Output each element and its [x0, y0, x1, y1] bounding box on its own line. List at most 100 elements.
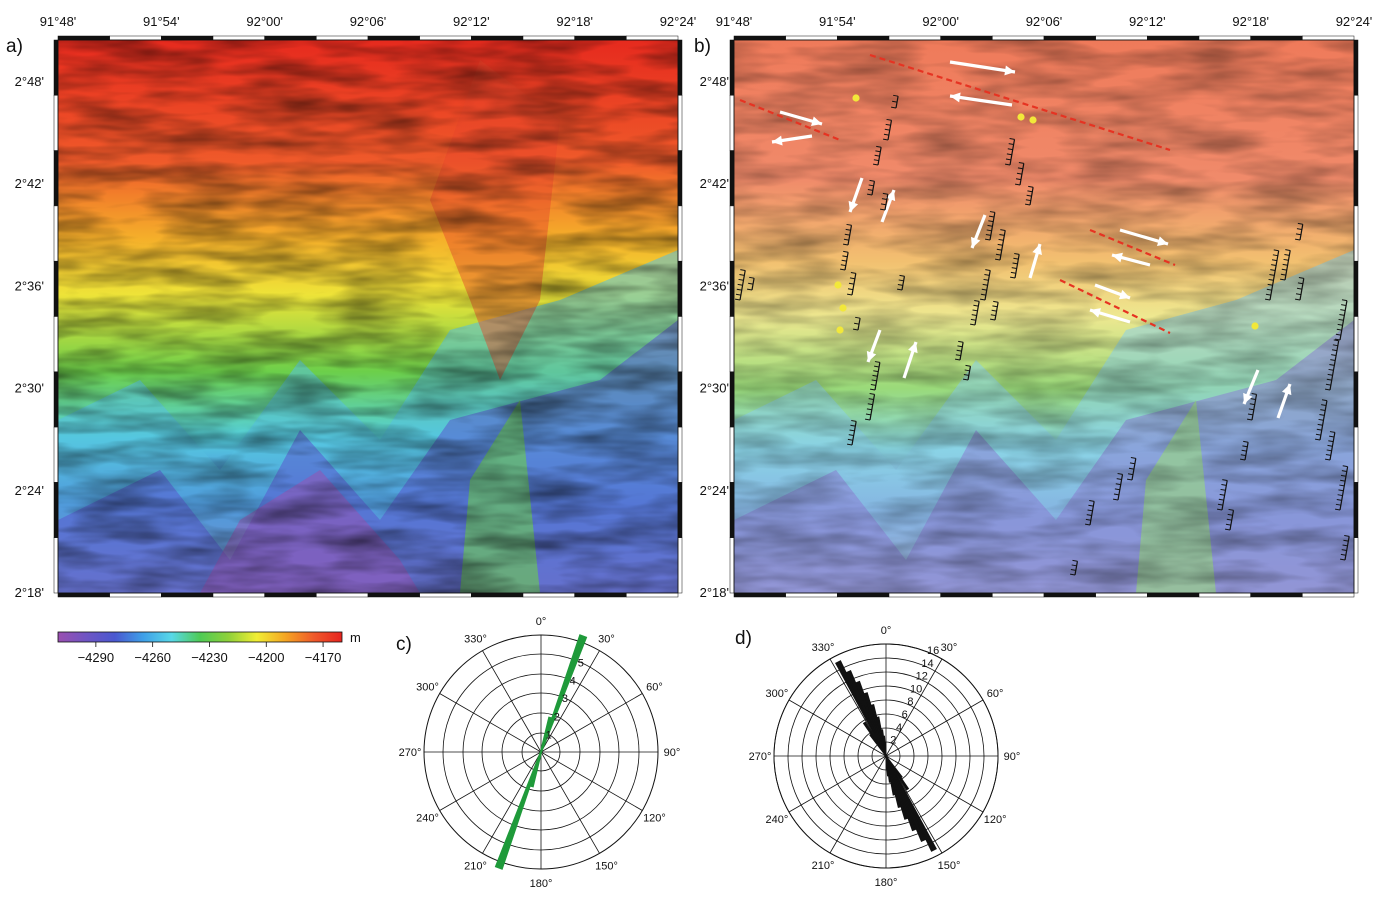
frame-segment — [161, 35, 214, 41]
lat-tick-labels-a: 2°48' 2°42' 2°36' 2°30' 2°24' 2°18' — [15, 74, 44, 600]
normal-fault-scarp — [866, 179, 876, 196]
normal-fault-scarp — [1279, 249, 1291, 281]
rose-angle-label: 120° — [643, 813, 666, 825]
normal-fault-scarp — [734, 269, 746, 301]
slip-arrow — [1119, 228, 1169, 246]
frame-segment — [837, 592, 890, 598]
frame-segment — [1353, 537, 1359, 594]
lat-tick-label: 2°30' — [700, 381, 729, 396]
frame-segment — [419, 35, 472, 41]
rose-angle-label: 30° — [941, 642, 958, 654]
frame-segment — [1353, 316, 1359, 373]
frame-segment — [888, 592, 941, 598]
frame-segment — [471, 592, 524, 598]
frame-segment — [1147, 592, 1200, 598]
normal-fault-scarp — [879, 192, 889, 211]
rose-radial-label: 4 — [896, 722, 902, 734]
rose-spoke — [788, 755, 887, 813]
frame-segment — [992, 35, 1045, 41]
lat-tick-label: 2°36' — [15, 278, 44, 293]
lat-tick-label: 2°24' — [15, 483, 44, 498]
frame-segment — [677, 316, 683, 373]
frame-segment — [729, 95, 735, 151]
frame-segment — [1353, 95, 1359, 151]
normal-fault-scarp — [1004, 138, 1016, 166]
normal-fault-scarp — [1294, 276, 1305, 301]
rose-bin — [869, 733, 887, 757]
normal-fault-scarp — [872, 145, 882, 166]
slip-arrow — [1111, 252, 1151, 267]
frame-segment — [1095, 592, 1148, 598]
frame-segment — [161, 592, 214, 598]
bathymetry-map-a — [58, 40, 678, 593]
frame-segment — [1095, 35, 1148, 41]
frame-segment — [1353, 260, 1359, 317]
lon-tick-labels-a: 91°48' 91°54' 92°00' 92°06' 92°12' 92°18' 92°2… — [40, 14, 697, 29]
lon-tick-labels-b: 91°48' 91°54' 92°00' 92°06' 92°12' 92°18' 92°2… — [716, 14, 1373, 29]
lat-tick-label: 2°42' — [700, 176, 729, 191]
frame-segment — [729, 371, 735, 428]
normal-fault-scarp — [979, 269, 991, 301]
frame-segment — [212, 592, 265, 598]
epicenter-dot — [836, 326, 844, 334]
rose-radial-label: 1 — [546, 730, 552, 742]
normal-fault-scarp — [1246, 393, 1258, 421]
slip-arrow — [848, 177, 864, 213]
frame-segment — [53, 150, 59, 207]
normal-fault-scarp — [994, 229, 1006, 261]
frame-segment — [1353, 39, 1359, 96]
frame-segment — [1353, 482, 1359, 538]
normal-fault-scarp — [882, 118, 893, 141]
slip-arrow — [902, 341, 918, 379]
slip-arrow — [880, 189, 896, 223]
rose-angle-label: 300° — [765, 688, 788, 700]
rose-angle-label: 270° — [399, 747, 422, 759]
lon-tick-label: 92°24' — [1336, 14, 1373, 29]
normal-fault-scarp — [1264, 249, 1280, 301]
frame-segment — [1198, 592, 1251, 598]
rose-angle-label: 210° — [812, 860, 835, 872]
normal-fault-scarp — [842, 223, 853, 246]
frame-segment — [733, 35, 786, 41]
normal-fault-scarp — [954, 340, 964, 361]
rose-angle-label: 240° — [765, 814, 788, 826]
rose-angle-label: 90° — [664, 747, 681, 759]
normal-fault-scarp — [1009, 253, 1020, 279]
rose-angle-label: 210° — [464, 860, 487, 872]
normal-fault-scarp — [1314, 399, 1328, 441]
epicenter-dot — [852, 94, 860, 102]
normal-fault-scarp — [1334, 299, 1348, 341]
lat-tick-label: 2°48' — [15, 74, 44, 89]
frame-segment — [264, 35, 317, 41]
frame-segment — [677, 39, 683, 96]
colorbar-tick-label: −4230 — [191, 650, 228, 665]
normal-fault-scarp — [1239, 440, 1249, 461]
colorbar-tick-label: −4200 — [248, 650, 285, 665]
frame-segment — [677, 205, 683, 262]
frame-segment — [1302, 35, 1355, 41]
rose-angle-label: 90° — [1004, 751, 1021, 763]
lon-tick-label: 91°54' — [819, 14, 856, 29]
rose-radial-label: 6 — [902, 709, 908, 721]
colorbar-unit: m — [350, 630, 361, 645]
slip-arrow — [771, 134, 813, 146]
lat-tick-label: 2°30' — [15, 381, 44, 396]
rose-radial-label: 16 — [927, 645, 939, 657]
frame-segment — [729, 482, 735, 538]
lon-tick-label: 91°48' — [716, 14, 753, 29]
normal-fault-scarp — [962, 364, 972, 381]
lat-tick-label: 2°42' — [15, 176, 44, 191]
rose-spoke — [829, 755, 887, 854]
frame-segment — [53, 95, 59, 151]
rose-spoke — [540, 693, 643, 753]
rose-radial-label: 12 — [916, 671, 928, 683]
normal-fault-scarp — [1294, 222, 1304, 241]
lat-tick-label: 2°18' — [15, 585, 44, 600]
slip-arrow — [970, 214, 987, 249]
slip-arrow — [1242, 369, 1260, 405]
strike-slip-fault — [739, 98, 841, 142]
frame-segment — [677, 482, 683, 538]
frame-segment — [1353, 371, 1359, 428]
rose-radial-label: 2 — [554, 711, 560, 723]
